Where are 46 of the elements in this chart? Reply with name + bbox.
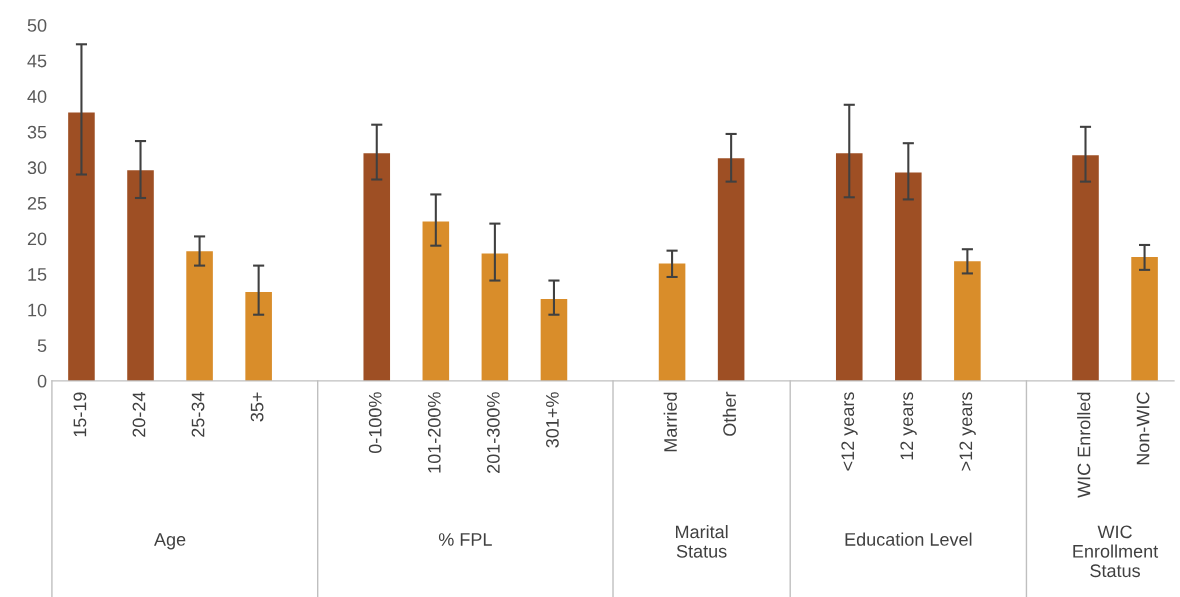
x-tick-label: 0-100% [368, 392, 382, 454]
bar [1072, 155, 1099, 381]
bar [422, 221, 450, 381]
text: Marital Status [676, 524, 728, 558]
bar [68, 112, 95, 381]
y-tick-label: 45 [27, 54, 47, 68]
y-tick-label: 50 [27, 19, 47, 32]
x-tick-label: <12 years [841, 392, 858, 471]
bar [540, 299, 568, 381]
x-tick-label: >12 years [959, 392, 976, 471]
bar [186, 251, 213, 381]
x-tick-label: Other [722, 391, 736, 436]
y-tick-label: 10 [28, 303, 47, 317]
bar [658, 263, 686, 381]
x-tick-label: 25-34 [191, 392, 205, 437]
text: Education Level [845, 532, 972, 546]
x-tick-label: WIC Enrolled [1077, 392, 1091, 498]
y-tick-label: 20 [27, 232, 47, 246]
y-tick-label: 40 [27, 90, 47, 103]
x-tick-label: Non-WIC [1136, 392, 1150, 465]
y-tick-label: 25 [27, 196, 47, 210]
y-tick-label: 5 [37, 339, 47, 353]
bar [481, 253, 509, 381]
x-tick-label: 201-300% [486, 392, 500, 473]
text: Age [154, 533, 186, 550]
y-tick-label: 30 [27, 161, 47, 175]
y-tick-label: 0 [37, 374, 47, 388]
x-tick-label: 12 years [900, 392, 917, 460]
x-tick-label: 20-24 [132, 392, 146, 437]
y-tick-label: 15 [28, 268, 47, 281]
bar [717, 158, 745, 381]
bar [895, 172, 922, 381]
bar [245, 291, 272, 381]
x-tick-label: 101-200% [427, 392, 441, 473]
x-tick-label: 15-19 [73, 392, 87, 437]
bar [363, 153, 391, 381]
x-tick-label: 35+ [250, 392, 264, 422]
bar [954, 261, 981, 381]
bar [835, 153, 863, 381]
x-tick-label: 301+% [546, 392, 559, 448]
text: % FPL [438, 533, 492, 546]
y-tick-label: 35 [27, 125, 47, 139]
bar [127, 170, 154, 381]
bar [1131, 257, 1158, 381]
x-tick-label: Married [663, 392, 677, 452]
text: WIC Enrollment Status [1073, 525, 1159, 578]
